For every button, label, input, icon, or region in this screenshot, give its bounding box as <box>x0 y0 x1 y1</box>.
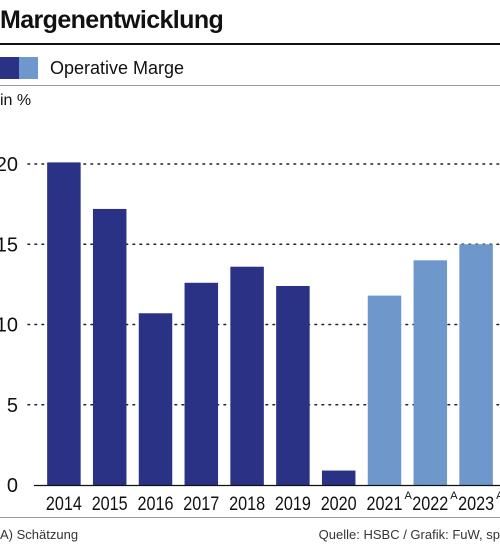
y-tick-label: 5 <box>7 395 18 417</box>
legend-label: Operative Marge <box>50 57 185 78</box>
legend-swatch-actual <box>0 57 19 79</box>
x-tick-label: 2017 <box>183 494 219 515</box>
footnote: A) Schätzung <box>0 527 79 542</box>
estimate-marker: A <box>496 490 500 502</box>
x-tick-label: 2015 <box>92 494 128 515</box>
x-tick-label: 2019 <box>275 494 311 515</box>
y-tick-label: 0 <box>7 475 18 497</box>
legend: Operative Marge <box>0 55 184 81</box>
bar <box>230 266 264 485</box>
y-tick-label: 10 <box>0 315 18 337</box>
x-tick-label: 2014 <box>46 494 82 515</box>
bar <box>138 313 173 485</box>
bar <box>413 260 448 485</box>
bar <box>459 244 493 485</box>
footer-rule <box>0 517 500 518</box>
y-axis-unit: in % <box>0 92 32 109</box>
bar <box>184 282 219 485</box>
estimate-marker: A <box>450 490 458 502</box>
y-tick-label: 20 <box>0 154 18 176</box>
bar <box>92 208 127 485</box>
legend-swatch-estimate <box>19 57 38 79</box>
title-rule <box>0 43 500 45</box>
x-tick-label: 2016 <box>138 494 174 515</box>
source-credit: Quelle: HSBC / Grafik: FuW, sp <box>318 527 500 542</box>
bar <box>367 295 402 485</box>
legend-rule <box>0 85 500 86</box>
bar <box>276 285 310 485</box>
x-tick-label: 2023 <box>458 494 494 515</box>
y-tick-label: 15 <box>0 234 18 256</box>
x-tick-label: 2021 <box>367 494 403 515</box>
x-tick-label: 2022 <box>412 494 448 515</box>
bar <box>321 470 356 485</box>
estimate-marker: A <box>405 490 413 502</box>
x-tick-label: 2020 <box>321 494 357 515</box>
x-tick-label: 2018 <box>229 494 265 515</box>
chart-title: Margenentwicklung <box>0 6 224 34</box>
bar <box>47 162 81 485</box>
